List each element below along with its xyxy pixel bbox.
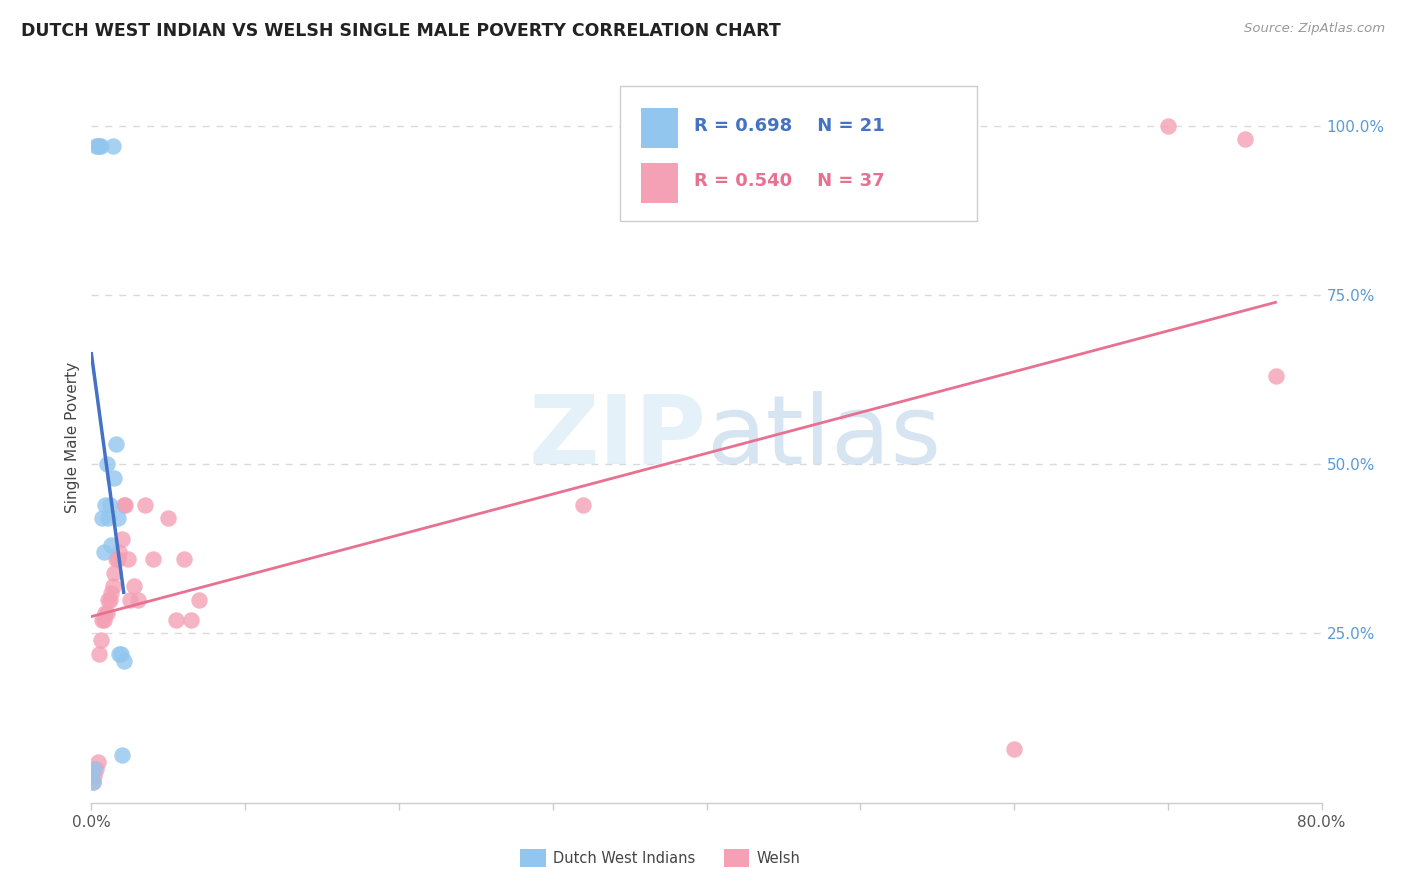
Point [107, 511, 129, 525]
Point [105, 437, 127, 451]
Text: Source: ZipAtlas.com: Source: ZipAtlas.com [1244, 22, 1385, 36]
Point [96, 606, 118, 620]
Point [101, 579, 124, 593]
Point [97, 592, 120, 607]
Point [90, 633, 112, 648]
Point [84, 762, 107, 776]
Point [82, 775, 104, 789]
Point [94, 606, 117, 620]
Point [98, 498, 121, 512]
Point [103, 566, 125, 580]
Point [91, 613, 114, 627]
Point [83, 769, 105, 783]
Point [111, 532, 134, 546]
Point [124, 579, 146, 593]
Bar [641, 163, 678, 203]
Point [87, 139, 110, 153]
Point [90, 139, 112, 153]
Point [83, 762, 105, 776]
Point [108, 647, 131, 661]
Point [118, 592, 141, 607]
Text: Dutch West Indians: Dutch West Indians [553, 851, 695, 865]
Point [108, 545, 131, 559]
Point [98, 592, 121, 607]
Point [107, 552, 129, 566]
Text: R = 0.698    N = 21: R = 0.698 N = 21 [695, 117, 884, 136]
Point [1002, 741, 1025, 756]
Point [134, 498, 156, 512]
Text: R = 0.540    N = 37: R = 0.540 N = 37 [695, 172, 884, 190]
Point [97, 511, 120, 525]
Point [188, 592, 211, 607]
Point [101, 139, 124, 153]
Point [1233, 132, 1256, 146]
Point [111, 748, 134, 763]
Point [572, 498, 595, 512]
Y-axis label: Single Male Poverty: Single Male Poverty [65, 361, 80, 513]
Point [1157, 119, 1180, 133]
Point [93, 545, 115, 559]
Point [117, 552, 139, 566]
Point [110, 647, 132, 661]
Point [105, 552, 127, 566]
Point [114, 498, 136, 512]
Point [86, 755, 108, 769]
Point [180, 613, 202, 627]
Point [91, 511, 114, 525]
Point [94, 498, 117, 512]
Bar [641, 108, 678, 148]
Point [157, 511, 180, 525]
Point [173, 552, 195, 566]
Point [87, 647, 110, 661]
FancyBboxPatch shape [620, 86, 977, 221]
Text: Welsh: Welsh [756, 851, 800, 865]
Text: ZIP: ZIP [529, 391, 706, 483]
Point [86, 139, 108, 153]
Point [112, 654, 135, 668]
Point [112, 498, 135, 512]
Point [103, 471, 125, 485]
Text: DUTCH WEST INDIAN VS WELSH SINGLE MALE POVERTY CORRELATION CHART: DUTCH WEST INDIAN VS WELSH SINGLE MALE P… [21, 22, 780, 40]
Point [1264, 369, 1286, 384]
Point [96, 457, 118, 471]
Point [82, 775, 104, 789]
Point [84, 139, 107, 153]
Point [100, 538, 122, 552]
Point [93, 613, 115, 627]
Point [100, 586, 122, 600]
Text: atlas: atlas [706, 391, 942, 483]
Point [127, 592, 149, 607]
Point [142, 552, 165, 566]
Point [165, 613, 187, 627]
